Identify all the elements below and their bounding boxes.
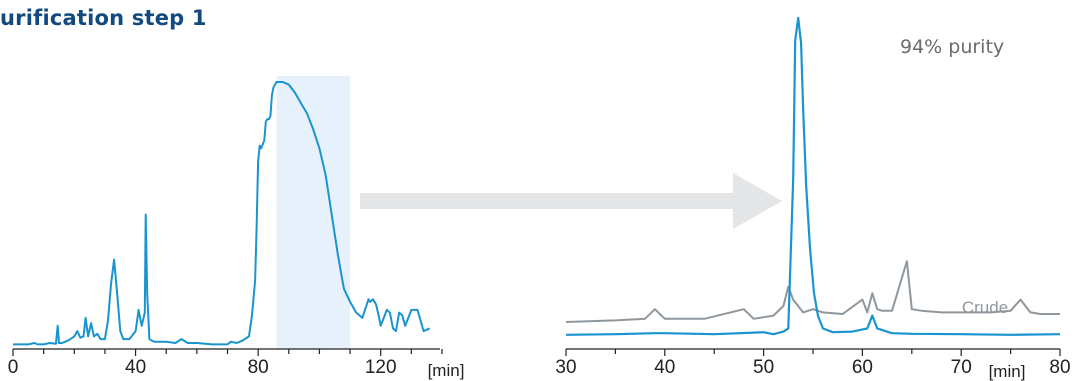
chart-title: urification step 1 (0, 6, 207, 30)
crude-series-label: Crude (962, 298, 1008, 317)
right-axis-unit: [min] (989, 362, 1026, 381)
right-tick-label: 30 (555, 357, 576, 378)
left-tick-label: 120 (365, 357, 397, 378)
left-tick-label: 0 (8, 357, 19, 378)
series-layer (13, 16, 1061, 346)
crude-series-line (565, 260, 1060, 323)
right-tick-label: 80 (1049, 357, 1070, 378)
collected-fraction-highlight (276, 76, 351, 349)
right-tick-label: 40 (654, 357, 675, 378)
right-tick-label: 60 (852, 357, 873, 378)
left-tick-label: 80 (248, 357, 269, 378)
purified-series-line (565, 16, 1061, 336)
left-axis-unit: [min] (428, 361, 465, 380)
right-tick-label: 70 (951, 357, 972, 378)
right-x-axis (565, 348, 1061, 356)
left-x-axis (12, 348, 443, 356)
purity-annotation: 94% purity (900, 36, 1005, 58)
transfer-arrow (360, 173, 782, 229)
step1-series-line (13, 81, 431, 346)
left-tick-label: 40 (125, 357, 146, 378)
right-tick-label: 50 (753, 357, 774, 378)
text-layer: 0 40 80 120 [min] 30 40 50 60 70 80 [min] Crude (8, 298, 1071, 381)
